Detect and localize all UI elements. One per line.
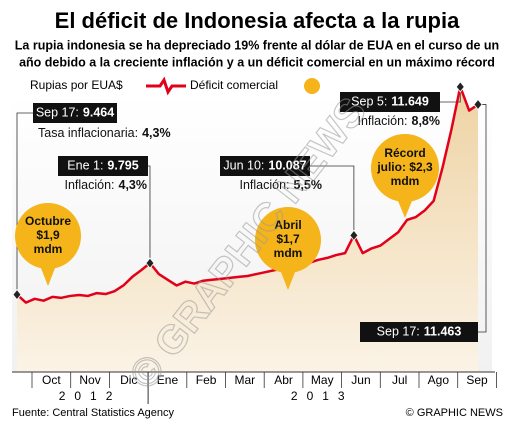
legend-label: Déficit comercial [190,78,278,92]
legend-line [146,76,186,96]
chart-title: El déficit de Indonesia afecta a la rupi… [55,8,460,33]
note-label: Inflación: [357,114,407,128]
bubble-text: julio: $2,3 [376,160,433,174]
annotation-text: Jun 10: 10.087 [223,159,306,173]
bubble-text: mdm [34,242,63,256]
point-marker [145,257,155,269]
year-label: 2012 [59,389,122,403]
source: Fuente: Central Statistics Agency [12,407,175,419]
note-label: Inflación: [239,178,289,192]
annotation-text: Sep 17: 9.464 [36,106,114,120]
x-tick-label: Sep [466,373,488,387]
bubble-text: $1,7 [276,232,300,246]
note-value: 5,5% [294,178,323,192]
point-marker [12,288,22,301]
point-marker [473,98,483,111]
deficit-bubble [371,134,439,202]
annotation-note: Inflación: 5,5% [239,178,322,192]
deficit-bubble [255,207,321,273]
annotation-note: Inflación: 4,3% [64,178,147,192]
callout-line [310,165,355,236]
x-tick-label: Ene [157,373,179,387]
legend-label: Rupias por EUA$ [30,78,123,92]
annotation-text: Sep 17: 11.463 [377,325,462,339]
x-tick-label: Nov [79,373,100,387]
annotation-date: Sep 17: [36,106,79,120]
x-tick-label: Oct [42,373,61,387]
x-tick-label: Mar [235,373,256,387]
annotation-value: 11.463 [424,325,462,339]
annotation-date: Jun 10: [223,159,264,173]
bubble-text: $1,9 [36,228,60,242]
area-fill [17,86,478,372]
x-tick-label: Jul [392,373,407,387]
x-tick-label: Jun [351,373,370,387]
note-value: 4,3% [119,178,148,192]
annotation-value: 10.087 [268,159,306,173]
annotation-date: Sep 17: [377,325,420,339]
year-label: 2013 [291,389,354,403]
annotation-date: Ene 1: [67,159,103,173]
credit: © GRAPHIC NEWS [406,407,503,419]
annotation-value: 9.795 [107,159,138,173]
annotation-value: 11.649 [391,95,429,109]
bubble-text: mdm [391,174,420,188]
bubble-text: Récord [384,146,425,160]
annotation-note: Inflación: 8,8% [357,114,440,128]
annotation-date: Sep 5: [351,95,387,109]
annotation-note: Tasa inflacionaria: 4,3% [38,126,171,140]
annotation-box [220,156,310,176]
note-label: Inflación: [64,178,114,192]
line-series [16,85,479,304]
annotation-text: Sep 5: 11.649 [351,95,429,109]
point-marker [455,81,465,93]
bubble-text: Abril [274,218,301,232]
note-value: 8,8% [412,114,441,128]
subtitle: año debido a la creciente inflación y a … [19,55,495,69]
bubble-tail [39,263,57,286]
bubble-text: Octubre [25,214,71,228]
annotation-box [33,103,117,123]
bubble-text: mdm [274,246,303,260]
x-tick-label: Abr [274,373,293,387]
annotation-box [58,156,148,176]
x-tick-label: Dic [120,373,137,387]
x-tick-label: Ago [428,373,450,387]
annotation-text: Ene 1: 9.795 [67,159,138,173]
note-value: 4,3% [142,126,171,140]
annotation-box [360,322,478,342]
subtitle: La rupia indonesia se ha depreciado 19% … [15,38,499,52]
bubble-tail [279,267,297,290]
legend-bubble [304,78,320,94]
deficit-bubble [15,203,81,269]
point-marker [349,229,359,242]
note-label: Tasa inflacionaria: [38,126,138,140]
annotation-value: 9.464 [83,106,114,120]
annotation-box [340,92,440,112]
x-tick-label: Feb [196,373,217,387]
x-tick-label: May [311,373,334,387]
callout-line [148,165,151,264]
